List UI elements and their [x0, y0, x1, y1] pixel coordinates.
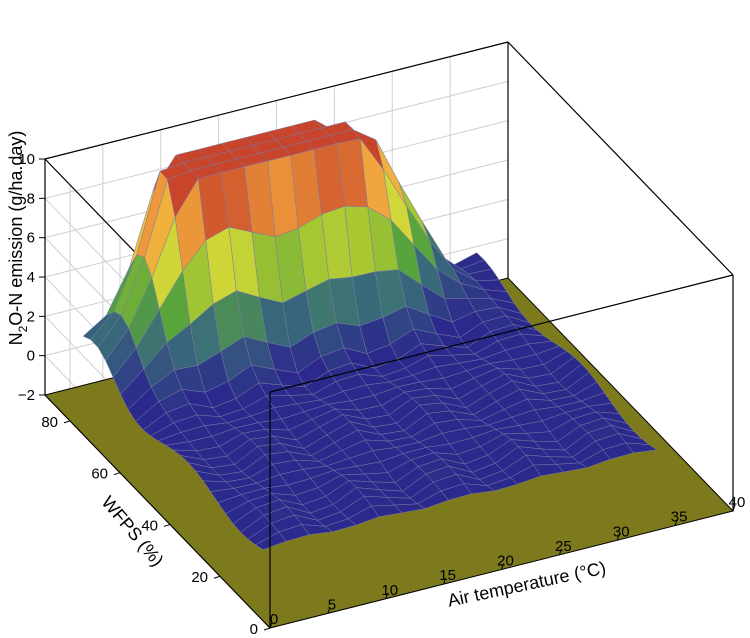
x-tick-label: 30 — [613, 523, 630, 540]
z-tick-label: 10 — [18, 151, 35, 168]
x-tick-label: 15 — [439, 567, 456, 584]
x-tick-label: 5 — [328, 596, 336, 613]
z-tick-label: 6 — [27, 230, 35, 247]
x-tick-label: 25 — [555, 538, 572, 555]
y-tick-label: 60 — [91, 466, 108, 483]
z-axis-label: N2O-N emission (g/ha.day) — [6, 131, 30, 346]
z-tick-label: 0 — [27, 348, 35, 365]
x-tick-mark — [501, 563, 504, 570]
z-axis-label-rest: O-N emission (g/ha.day) — [6, 131, 26, 326]
z-axis-ticks: −2 0 2 4 6 8 10 — [18, 151, 45, 404]
x-tick-label: 10 — [381, 582, 398, 599]
x-tick-mark — [443, 577, 447, 585]
x-tick-mark — [327, 607, 331, 614]
x-tick-label: 35 — [671, 509, 688, 526]
y-tick-label: 0 — [250, 621, 258, 638]
x-tick-mark — [674, 519, 678, 526]
y-tick-label: 80 — [41, 414, 58, 431]
y-tick-mark — [113, 472, 121, 476]
x-tick-label: 20 — [497, 553, 514, 570]
z-tick-label: 8 — [27, 190, 35, 207]
y-tick-label: 20 — [191, 569, 208, 586]
y-tick-mark — [63, 420, 71, 424]
front-edge — [269, 274, 734, 393]
box-edges — [269, 41, 734, 628]
surface-cell — [625, 442, 658, 454]
x-axis-ticks: 0 5 10 15 20 25 30 35 40 — [269, 494, 746, 629]
x-tick-mark — [385, 592, 389, 599]
x-tick-label: 40 — [729, 494, 746, 511]
y-axis-ticks: 0 20 40 60 80 — [41, 414, 271, 638]
x-tick-mark — [269, 621, 273, 629]
z-axis-label-n: N — [6, 332, 26, 345]
y-tick-mark — [163, 523, 171, 527]
front-edge — [507, 41, 734, 276]
x-tick-mark — [558, 548, 562, 556]
z-tick-label: 2 — [27, 308, 35, 325]
z-tick-label: 4 — [27, 269, 35, 286]
x-tick-mark — [732, 504, 736, 512]
y-tick-mark — [213, 575, 221, 579]
z-axis-label-sub: 2 — [16, 325, 30, 332]
x-tick-mark — [616, 534, 620, 541]
y-tick-label: 40 — [141, 517, 158, 534]
x-tick-label: 0 — [270, 611, 278, 628]
back-edge — [44, 41, 509, 160]
emission-surface — [82, 119, 658, 550]
z-tick-label: −2 — [18, 387, 35, 404]
y-tick-mark — [263, 627, 271, 631]
